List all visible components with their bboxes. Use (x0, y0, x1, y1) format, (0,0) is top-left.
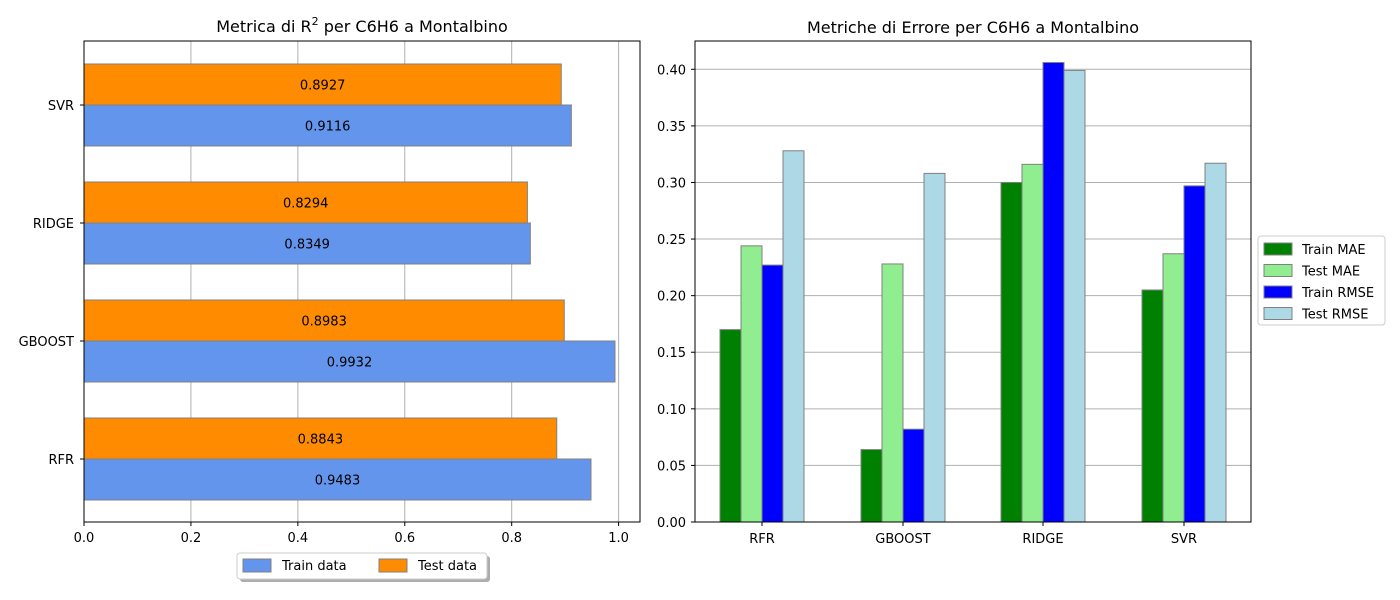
error-chart-bars (719, 62, 1227, 523)
error-y-tick-label: 0.35 (657, 120, 686, 135)
error-bar-test-rmse (1204, 162, 1227, 523)
error-bar-train-rmse (1042, 62, 1065, 523)
legend-label-train: Train data (281, 559, 347, 574)
error-chart-x-ticks: RFR GBOOST RIDGE SVR (749, 522, 1197, 547)
error-x-tick-label: GBOOST (875, 532, 930, 547)
r2-chart-x-ticks: 0.0 0.2 0.4 0.6 0.8 1.0 (74, 522, 629, 546)
r2-y-tick-label: SVR (48, 99, 74, 114)
error-y-tick-label: 0.25 (657, 233, 686, 248)
r2-bar-test (83, 299, 565, 342)
error-bar-test-mae (740, 245, 763, 523)
r2-y-tick-label: GBOOST (19, 335, 74, 350)
legend-label-test-mae: Test MAE (1301, 265, 1360, 280)
r2-x-tick-label: 0.4 (288, 531, 309, 546)
legend-swatch-test-mae (1263, 264, 1293, 277)
r2-chart-bars (83, 63, 616, 501)
error-y-tick-label: 0.00 (657, 516, 686, 531)
error-bar-train-mae (860, 449, 883, 523)
error-bar-test-rmse (923, 172, 946, 523)
r2-bar-train (83, 340, 616, 383)
r2-x-tick-label: 0.8 (501, 531, 522, 546)
error-bar-test-rmse (782, 150, 805, 523)
error-chart-axes-frame (694, 40, 1252, 523)
r2-x-tick-label: 0.2 (181, 531, 202, 546)
error-bar-test-rmse (1063, 69, 1086, 523)
r2-data-label-test: 0.8983 (301, 315, 347, 330)
r2-x-tick-label: 0.0 (74, 531, 95, 546)
r2-data-label-train: 0.9116 (305, 120, 351, 135)
r2-chart-axes-frame (83, 40, 641, 523)
r2-bar-train (83, 222, 531, 265)
r2-chart-data-labels: 0.8843 0.9483 0.8983 0.9932 0.8294 0.8349 0.89… (283, 79, 372, 489)
error-bar-test-mae (1021, 163, 1044, 523)
r2-y-tick-label: RIDGE (33, 217, 74, 232)
error-bar-train-rmse (761, 264, 784, 523)
error-y-tick-label: 0.20 (657, 290, 686, 305)
error-bar-test-mae (1162, 253, 1185, 523)
error-x-tick-label: RIDGE (1022, 532, 1063, 547)
error-chart-title: Metriche di Errore per C6H6 a Montalbino (807, 18, 1139, 37)
legend-swatch-test-rmse (1263, 307, 1293, 320)
error-y-tick-label: 0.30 (657, 176, 686, 191)
r2-data-label-test: 0.8294 (283, 197, 329, 212)
r2-data-label-train: 0.9483 (315, 474, 361, 489)
error-y-tick-label: 0.40 (657, 63, 686, 78)
error-x-tick-label: RFR (749, 532, 775, 547)
r2-bar-train (83, 104, 572, 147)
error-x-tick-label: SVR (1171, 532, 1197, 547)
r2-chart-legend: Train data Test data (236, 552, 490, 582)
error-y-tick-label: 0.15 (657, 346, 686, 361)
error-bar-train-rmse (1183, 185, 1206, 523)
legend-swatch-test (378, 558, 408, 573)
r2-chart-y-ticks: RFR GBOOST RIDGE SVR (19, 99, 84, 468)
r2-data-label-test: 0.8927 (300, 79, 346, 94)
error-y-tick-label: 0.05 (657, 459, 686, 474)
r2-x-tick-label: 1.0 (608, 531, 629, 546)
r2-bar-test (83, 63, 562, 106)
error-bar-train-mae (719, 329, 742, 523)
r2-bar-test (83, 181, 528, 224)
error-chart: Metriche di Errore per C6H6 a Montalbino… (657, 18, 1386, 547)
legend-swatch-train-mae (1263, 242, 1293, 256)
legend-swatch-train-rmse (1263, 285, 1293, 299)
r2-data-label-test: 0.8843 (298, 433, 344, 448)
legend-label-test-rmse: Test RMSE (1301, 308, 1368, 323)
r2-data-label-train: 0.9932 (327, 356, 373, 371)
error-bar-test-mae (881, 263, 904, 523)
r2-chart-title: Metrica di R2 per C6H6 a Montalbino (216, 15, 508, 36)
legend-label-train-mae: Train MAE (1301, 243, 1366, 258)
error-y-tick-label: 0.10 (657, 403, 686, 418)
r2-y-tick-label: RFR (48, 453, 74, 468)
legend-label-test: Test data (417, 559, 477, 574)
error-chart-y-ticks: 0.00 0.05 0.10 0.15 0.20 0.25 0.30 0.35 0.40 (657, 63, 695, 531)
r2-x-tick-label: 0.6 (394, 531, 415, 546)
legend-label-train-rmse: Train RMSE (1301, 286, 1374, 301)
r2-data-label-train: 0.8349 (284, 238, 330, 253)
error-bar-train-rmse (902, 428, 925, 523)
r2-chart: Metrica di R2 per C6H6 a Montalbino 0.88… (19, 15, 641, 582)
legend-swatch-train (242, 558, 272, 573)
error-bar-train-mae (1000, 181, 1023, 523)
error-chart-legend: Train MAE Test MAE Train RMSE Test RMSE (1257, 235, 1386, 326)
error-bar-train-mae (1141, 289, 1164, 523)
